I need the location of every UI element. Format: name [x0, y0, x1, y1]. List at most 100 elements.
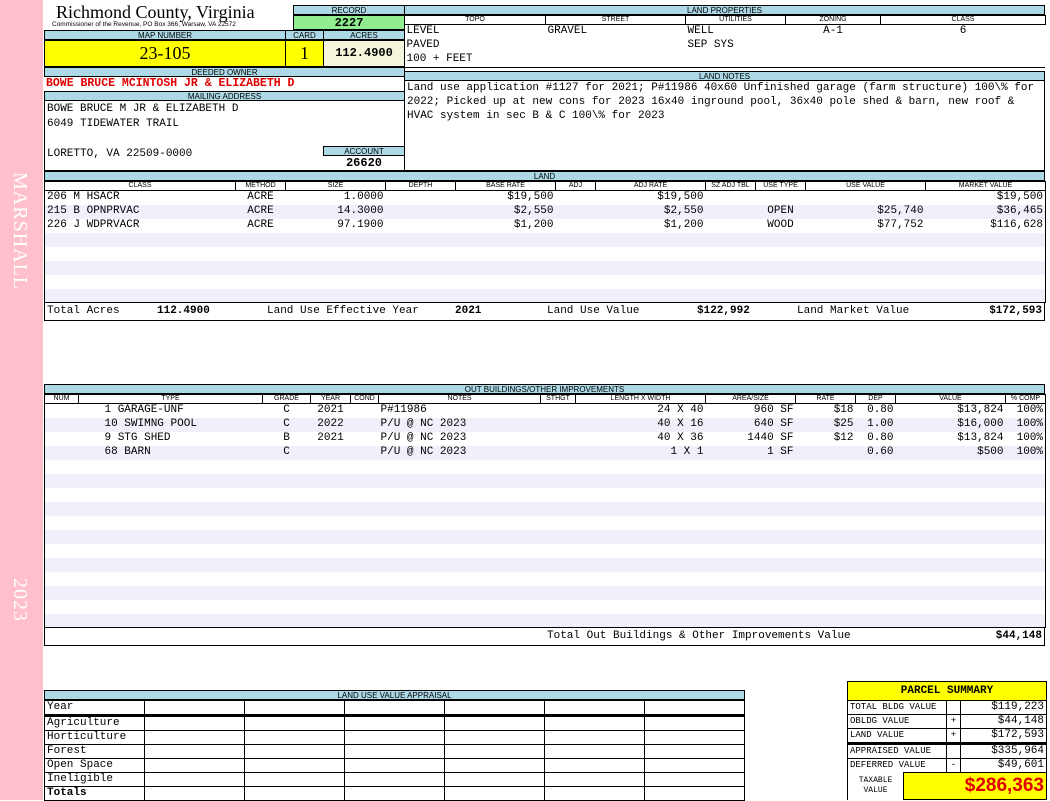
cell: [705, 232, 756, 247]
cell: [596, 247, 706, 261]
cell: 2022: [310, 417, 351, 432]
table-row: PAVED SEP SYS: [405, 39, 1046, 53]
cell: [644, 758, 745, 773]
cell: [378, 529, 541, 544]
cell: [644, 744, 745, 759]
cell: [285, 288, 386, 303]
table-row: [44, 232, 1046, 247]
cell: [262, 473, 311, 488]
cell: [310, 557, 351, 572]
cell: $16,000: [895, 417, 1006, 432]
cell: [644, 772, 745, 787]
cell: [45, 404, 79, 418]
cell: [379, 544, 541, 558]
cell: [45, 572, 79, 586]
cell: [544, 730, 645, 745]
cell: [705, 288, 756, 303]
cell: GRAVEL: [547, 25, 588, 38]
cell: [378, 557, 541, 572]
cell: [45, 275, 236, 289]
cell: [644, 730, 745, 745]
cell: [310, 473, 351, 488]
cell: $18: [833, 404, 854, 417]
cell: P/U @ NC 2023: [378, 445, 541, 460]
cell: [795, 529, 856, 544]
cell: [344, 730, 445, 745]
cell: [595, 288, 706, 303]
column-header: GRADE: [262, 394, 311, 404]
cell: [595, 260, 706, 275]
cell: [540, 445, 576, 460]
outbuildings-total-value: $44,148: [995, 630, 1042, 642]
cell: [644, 786, 745, 801]
cell: [541, 600, 576, 614]
table-row: 215 B OPNPRVAC ACRE 14.3000 $2,550 $2,550 OPE…: [44, 204, 1046, 219]
land-properties-header: LAND PROPERTIES: [404, 5, 1045, 15]
cell: [285, 260, 386, 275]
cell: PAVED: [406, 39, 440, 51]
cell: [540, 417, 576, 432]
cell: [378, 473, 541, 488]
cell: [455, 232, 556, 247]
column-header: TYPE: [78, 394, 263, 404]
cell: [896, 488, 1006, 502]
cell: [144, 786, 245, 801]
table-row: [44, 501, 1046, 516]
table-row: Ineligible: [44, 772, 745, 787]
cell: [544, 772, 645, 787]
column-header: VALUE: [895, 394, 1006, 404]
cell: $19,500: [507, 191, 554, 204]
cell: [244, 714, 345, 731]
cell: [925, 288, 1046, 303]
deeded-owner-header: DEEDED OWNER: [44, 67, 405, 77]
cell: [805, 232, 926, 247]
cell: [244, 772, 345, 787]
table-row: Totals: [44, 786, 745, 801]
cell: 1 SF: [705, 445, 796, 460]
cell: [705, 557, 796, 572]
cell: [705, 529, 796, 544]
column-header: METHOD: [235, 181, 286, 191]
table-row: [44, 585, 1046, 600]
cell: [706, 219, 756, 233]
summary-label: APPRAISED VALUE: [847, 742, 947, 759]
cell: [379, 572, 541, 586]
cell: [540, 501, 576, 516]
cell: [544, 758, 645, 773]
cell: ACRE: [235, 204, 286, 219]
table-row: [45, 544, 1046, 558]
cell: $13,824: [957, 432, 1004, 444]
cell: $2,550: [595, 204, 706, 219]
table-row: [44, 473, 1046, 488]
cell: 10 SWIMNG POOL: [78, 417, 263, 432]
cell: [444, 714, 545, 731]
column-header: COND: [350, 394, 379, 404]
cell: [44, 445, 79, 460]
cell: [44, 557, 79, 572]
column-header: UTILITIES: [685, 15, 786, 25]
cell: [351, 572, 379, 586]
cell: [896, 572, 1006, 586]
table-row: 9 STG SHED B 2021 P/U @ NC 2023 40 X 36 1440 …: [45, 432, 1046, 446]
cell: A-1: [823, 25, 843, 38]
column-header: USE VALUE: [805, 181, 926, 191]
cell: OPEN: [755, 204, 806, 219]
use-value-label: Land Use Value: [547, 305, 640, 317]
cell: [806, 191, 926, 205]
cell: [796, 488, 856, 502]
cell: [344, 714, 445, 731]
cell: [795, 613, 856, 628]
cell: [310, 529, 351, 544]
cell: [576, 544, 706, 558]
cell: [386, 275, 456, 289]
cell: [786, 53, 881, 67]
cell: [444, 730, 545, 745]
row-label: Forest: [44, 744, 145, 759]
taxable-value: $286,363: [964, 775, 1044, 796]
cell: [45, 544, 79, 558]
summary-value: $335,964: [960, 742, 1047, 759]
cell: [795, 445, 856, 460]
cell: [344, 772, 445, 787]
outbuildings-table: NUM TYPE GRADE YEAR COND NOTES STHGT LENGTH X W…: [44, 394, 1046, 628]
cell: [79, 600, 263, 614]
